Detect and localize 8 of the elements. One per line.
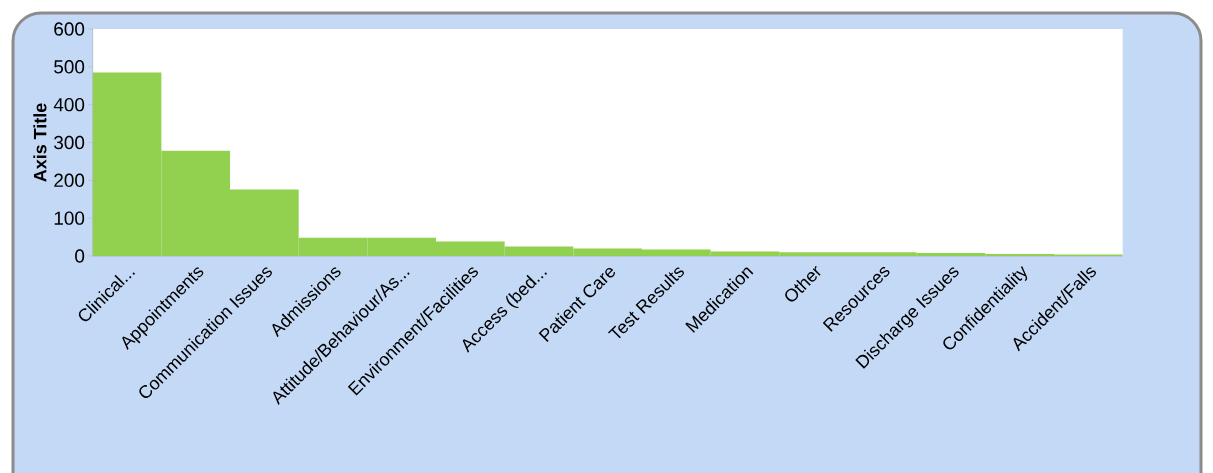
- y-tick-label: 400: [53, 97, 85, 112]
- y-tick-label: 200: [54, 173, 85, 188]
- y-axis-title: Axis Title: [33, 103, 47, 182]
- y-tick-label: 500: [54, 60, 85, 74]
- y-tick-label: 0: [75, 249, 85, 263]
- y-tick-label: 100: [54, 211, 85, 225]
- y-tick-label: 600: [54, 22, 85, 36]
- y-tick-label: 300: [54, 135, 85, 150]
